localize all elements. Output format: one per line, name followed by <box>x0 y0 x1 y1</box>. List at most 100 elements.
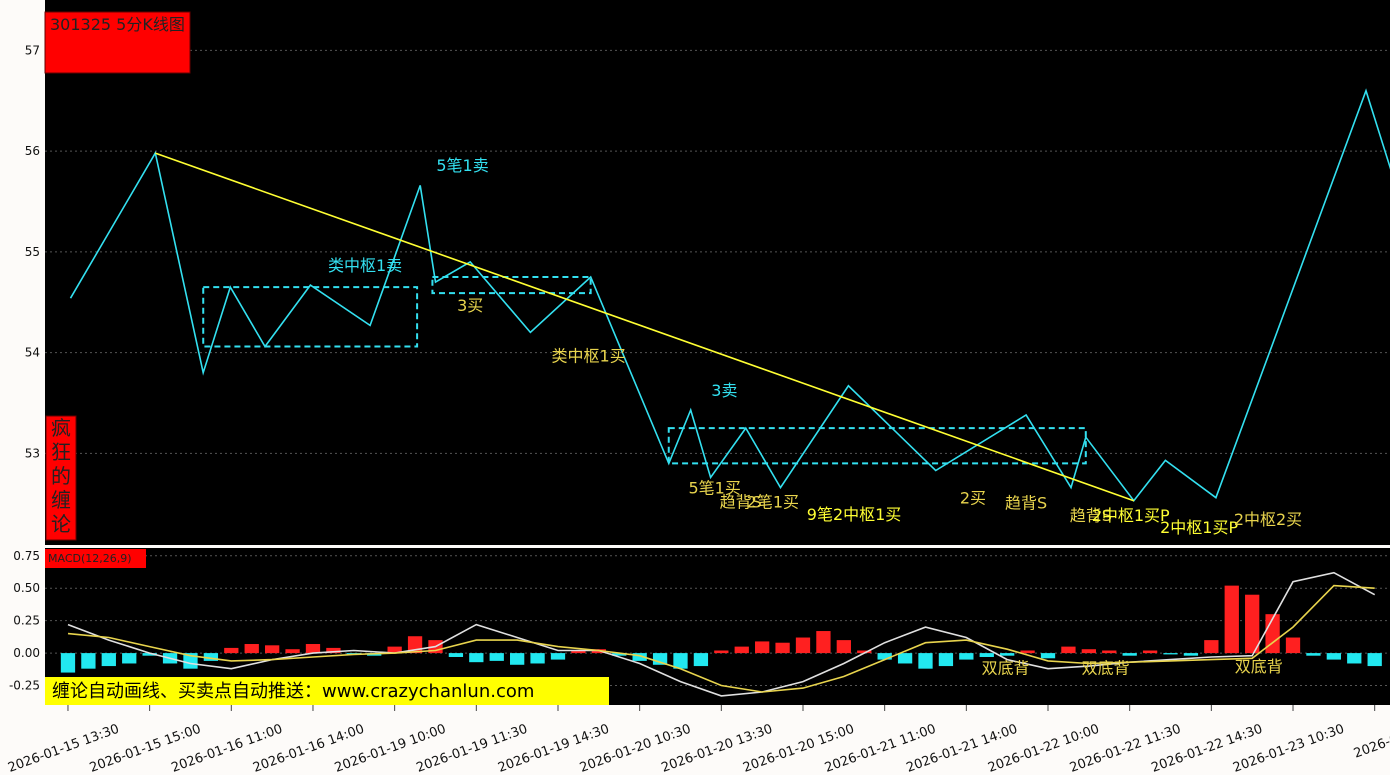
macd-bar <box>1306 653 1321 656</box>
macd-bar <box>469 653 484 663</box>
zhongshu-box <box>431 276 592 295</box>
macd-bar <box>571 650 586 654</box>
y-tick-label: 0.00 <box>13 646 40 660</box>
side-label: 疯狂的缠论 <box>51 416 71 536</box>
x-tick-label: 2026-01-23 <box>1352 722 1390 762</box>
macd-bar <box>775 642 790 654</box>
macd-bar <box>1183 653 1199 656</box>
macd-bar <box>530 653 545 664</box>
main-panel <box>45 0 1390 545</box>
y-tick-label: 55 <box>25 245 40 259</box>
annotation: 3卖 <box>711 381 737 400</box>
macd-bar <box>1020 650 1035 654</box>
macd-bar <box>244 644 259 654</box>
y-tick-label: 0.50 <box>13 581 40 595</box>
macd-bar <box>1142 650 1158 654</box>
macd-bar <box>795 637 811 654</box>
macd-bar <box>755 641 770 654</box>
macd-bar <box>816 631 831 654</box>
annotation: 双底背 <box>1082 658 1130 677</box>
macd-bar <box>836 640 851 654</box>
macd-bar <box>1163 653 1178 655</box>
macd-bar <box>81 653 96 669</box>
macd-bar <box>60 653 76 673</box>
macd-bar <box>142 653 157 656</box>
zhongshu-box <box>667 427 1087 465</box>
macd-bar <box>1326 653 1341 660</box>
annotation: 类中枢1卖 <box>328 256 402 275</box>
macd-bar <box>1224 585 1239 654</box>
macd-bar <box>224 647 239 654</box>
title-box <box>44 11 191 74</box>
macd-bar <box>203 653 219 661</box>
macd-bar <box>183 653 198 669</box>
zhongshu-box <box>202 286 419 348</box>
macd-bar <box>979 653 994 657</box>
macd-bar <box>489 653 504 661</box>
macd-bar <box>959 653 974 660</box>
side-label-box <box>45 415 77 541</box>
macd-bar <box>918 653 933 669</box>
macd-bar <box>652 653 668 665</box>
macd-bar <box>1000 653 1015 656</box>
macd-bar <box>1367 653 1382 667</box>
macd-bar <box>632 653 647 661</box>
annotation: 2中枢2买 <box>1234 510 1302 529</box>
annotation: 2买 <box>960 489 986 508</box>
annotation: 3买 <box>457 296 483 315</box>
annotation: 趋背S <box>1005 494 1047 513</box>
annotation: 5笔1卖 <box>436 156 488 175</box>
annotation: 类中枢1买 <box>552 347 626 366</box>
line-series <box>155 152 1135 502</box>
annotation: 趋背S <box>720 493 762 512</box>
macd-bar <box>612 653 627 656</box>
macd-bar <box>1122 653 1137 656</box>
annotation: 双底背 <box>982 658 1030 677</box>
annotation: 5笔1买 <box>689 479 741 498</box>
macd-bar <box>857 650 872 654</box>
macd-bar <box>122 653 137 664</box>
macd-bar <box>1081 649 1096 654</box>
macd-bar <box>734 646 749 654</box>
y-tick-label: 57 <box>25 43 40 57</box>
macd-bar <box>1061 646 1076 654</box>
macd-bar <box>714 650 729 654</box>
macd-bar <box>877 653 892 660</box>
annotation: 2中枢1买P <box>1160 518 1238 537</box>
macd-bar <box>1102 650 1117 654</box>
annotation: 2笔1买 <box>747 493 799 512</box>
macd-bar <box>897 653 913 664</box>
macd-bar <box>1285 637 1301 654</box>
y-tick-label: 56 <box>25 144 40 158</box>
macd-bar <box>387 646 402 654</box>
macd-bar <box>1347 653 1362 664</box>
y-tick-label: 54 <box>25 346 40 360</box>
macd-bar <box>938 653 954 667</box>
line-series <box>67 571 1376 697</box>
macd-bar <box>510 653 525 665</box>
y-tick-label: -0.25 <box>9 679 40 693</box>
line-series <box>69 88 1390 503</box>
macd-bar <box>101 653 116 667</box>
macd-bar <box>448 653 464 657</box>
annotation: 2中枢1买P <box>1092 506 1170 525</box>
macd-bar <box>550 653 566 660</box>
macd-bar <box>305 644 321 654</box>
banner: 缠论自动画线、买卖点自动推送：www.crazychanlun.com <box>52 681 534 702</box>
macd-bar <box>285 649 300 654</box>
annotation: 9笔2中枢1买 <box>807 505 902 524</box>
y-tick-label: 0.25 <box>13 614 40 628</box>
macd-bar <box>693 653 709 667</box>
annotation: 趋背S <box>1070 506 1112 525</box>
macd-bar <box>326 647 341 654</box>
macd-bar <box>1204 640 1219 654</box>
macd-bar <box>1040 653 1056 659</box>
macd-bar <box>673 653 688 669</box>
y-tick-label: 53 <box>25 446 40 460</box>
macd-bar <box>1245 594 1260 654</box>
annotation: 双底背 <box>1235 657 1283 676</box>
chart-title: 301325 5分K线图 <box>50 15 185 34</box>
macd-title-box <box>45 549 146 568</box>
